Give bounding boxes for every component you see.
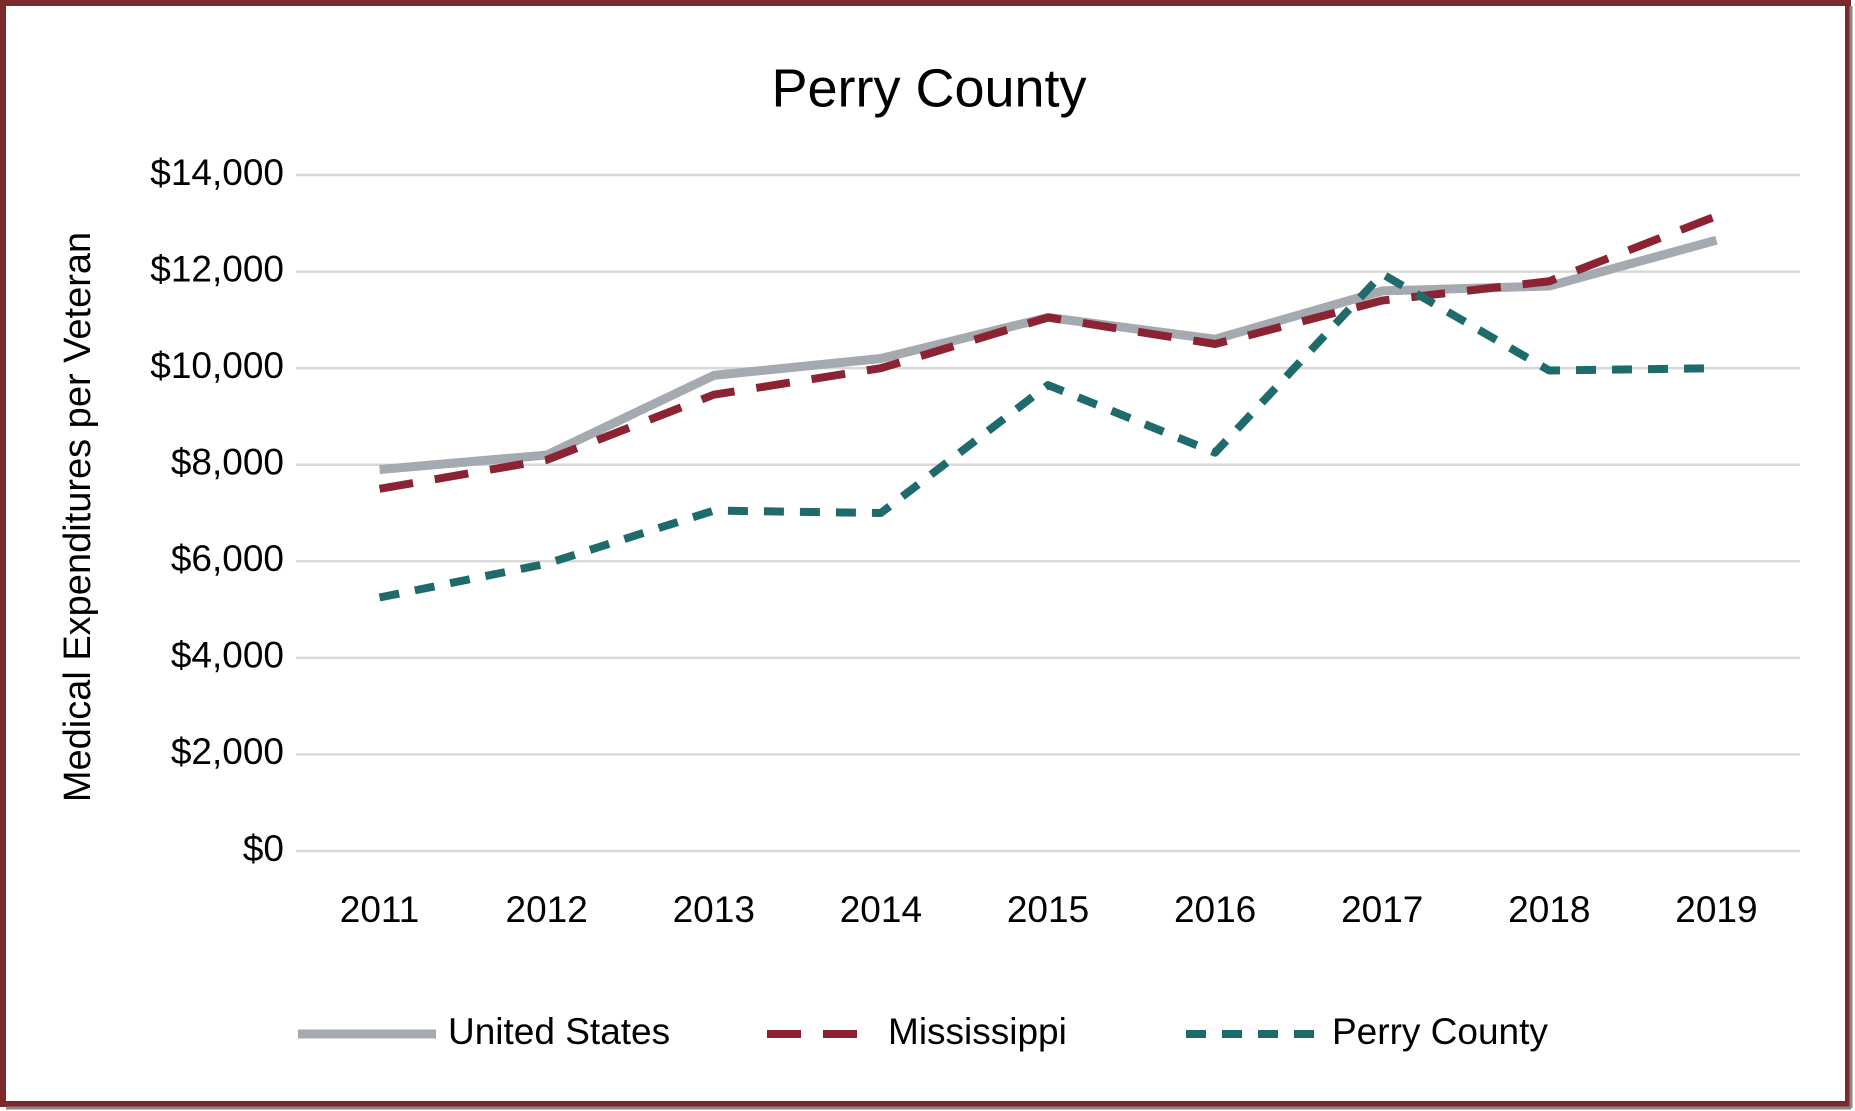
y-tick-label: $10,000	[150, 345, 284, 386]
series-line	[378, 269, 1717, 602]
x-tick-label: 2014	[840, 889, 922, 930]
x-tick-label: 2018	[1508, 889, 1590, 930]
y-tick-label: $12,000	[150, 248, 284, 289]
series-line	[378, 212, 1718, 493]
y-tick-label: $4,000	[171, 635, 284, 676]
legend-label: United States	[448, 1011, 670, 1052]
x-tick-label: 2016	[1174, 889, 1256, 930]
y-tick-label: $0	[243, 828, 284, 869]
x-tick-label: 2012	[506, 889, 588, 930]
y-tick-label: $14,000	[150, 152, 284, 193]
x-tick-label: 2019	[1675, 889, 1757, 930]
y-tick-label: $6,000	[171, 538, 284, 579]
x-tick-label: 2013	[673, 889, 755, 930]
y-axis-label: Medical Expenditures per Veteran	[57, 232, 99, 802]
legend-label: Mississippi	[888, 1011, 1067, 1052]
x-tick-label: 2011	[340, 889, 420, 930]
y-tick-label: $2,000	[171, 731, 284, 772]
y-tick-label: $8,000	[171, 441, 284, 482]
x-tick-label: 2015	[1007, 889, 1089, 930]
x-tick-label: 2017	[1341, 889, 1423, 930]
chart-title: Perry County	[771, 58, 1086, 118]
legend-label: Perry County	[1332, 1011, 1548, 1052]
